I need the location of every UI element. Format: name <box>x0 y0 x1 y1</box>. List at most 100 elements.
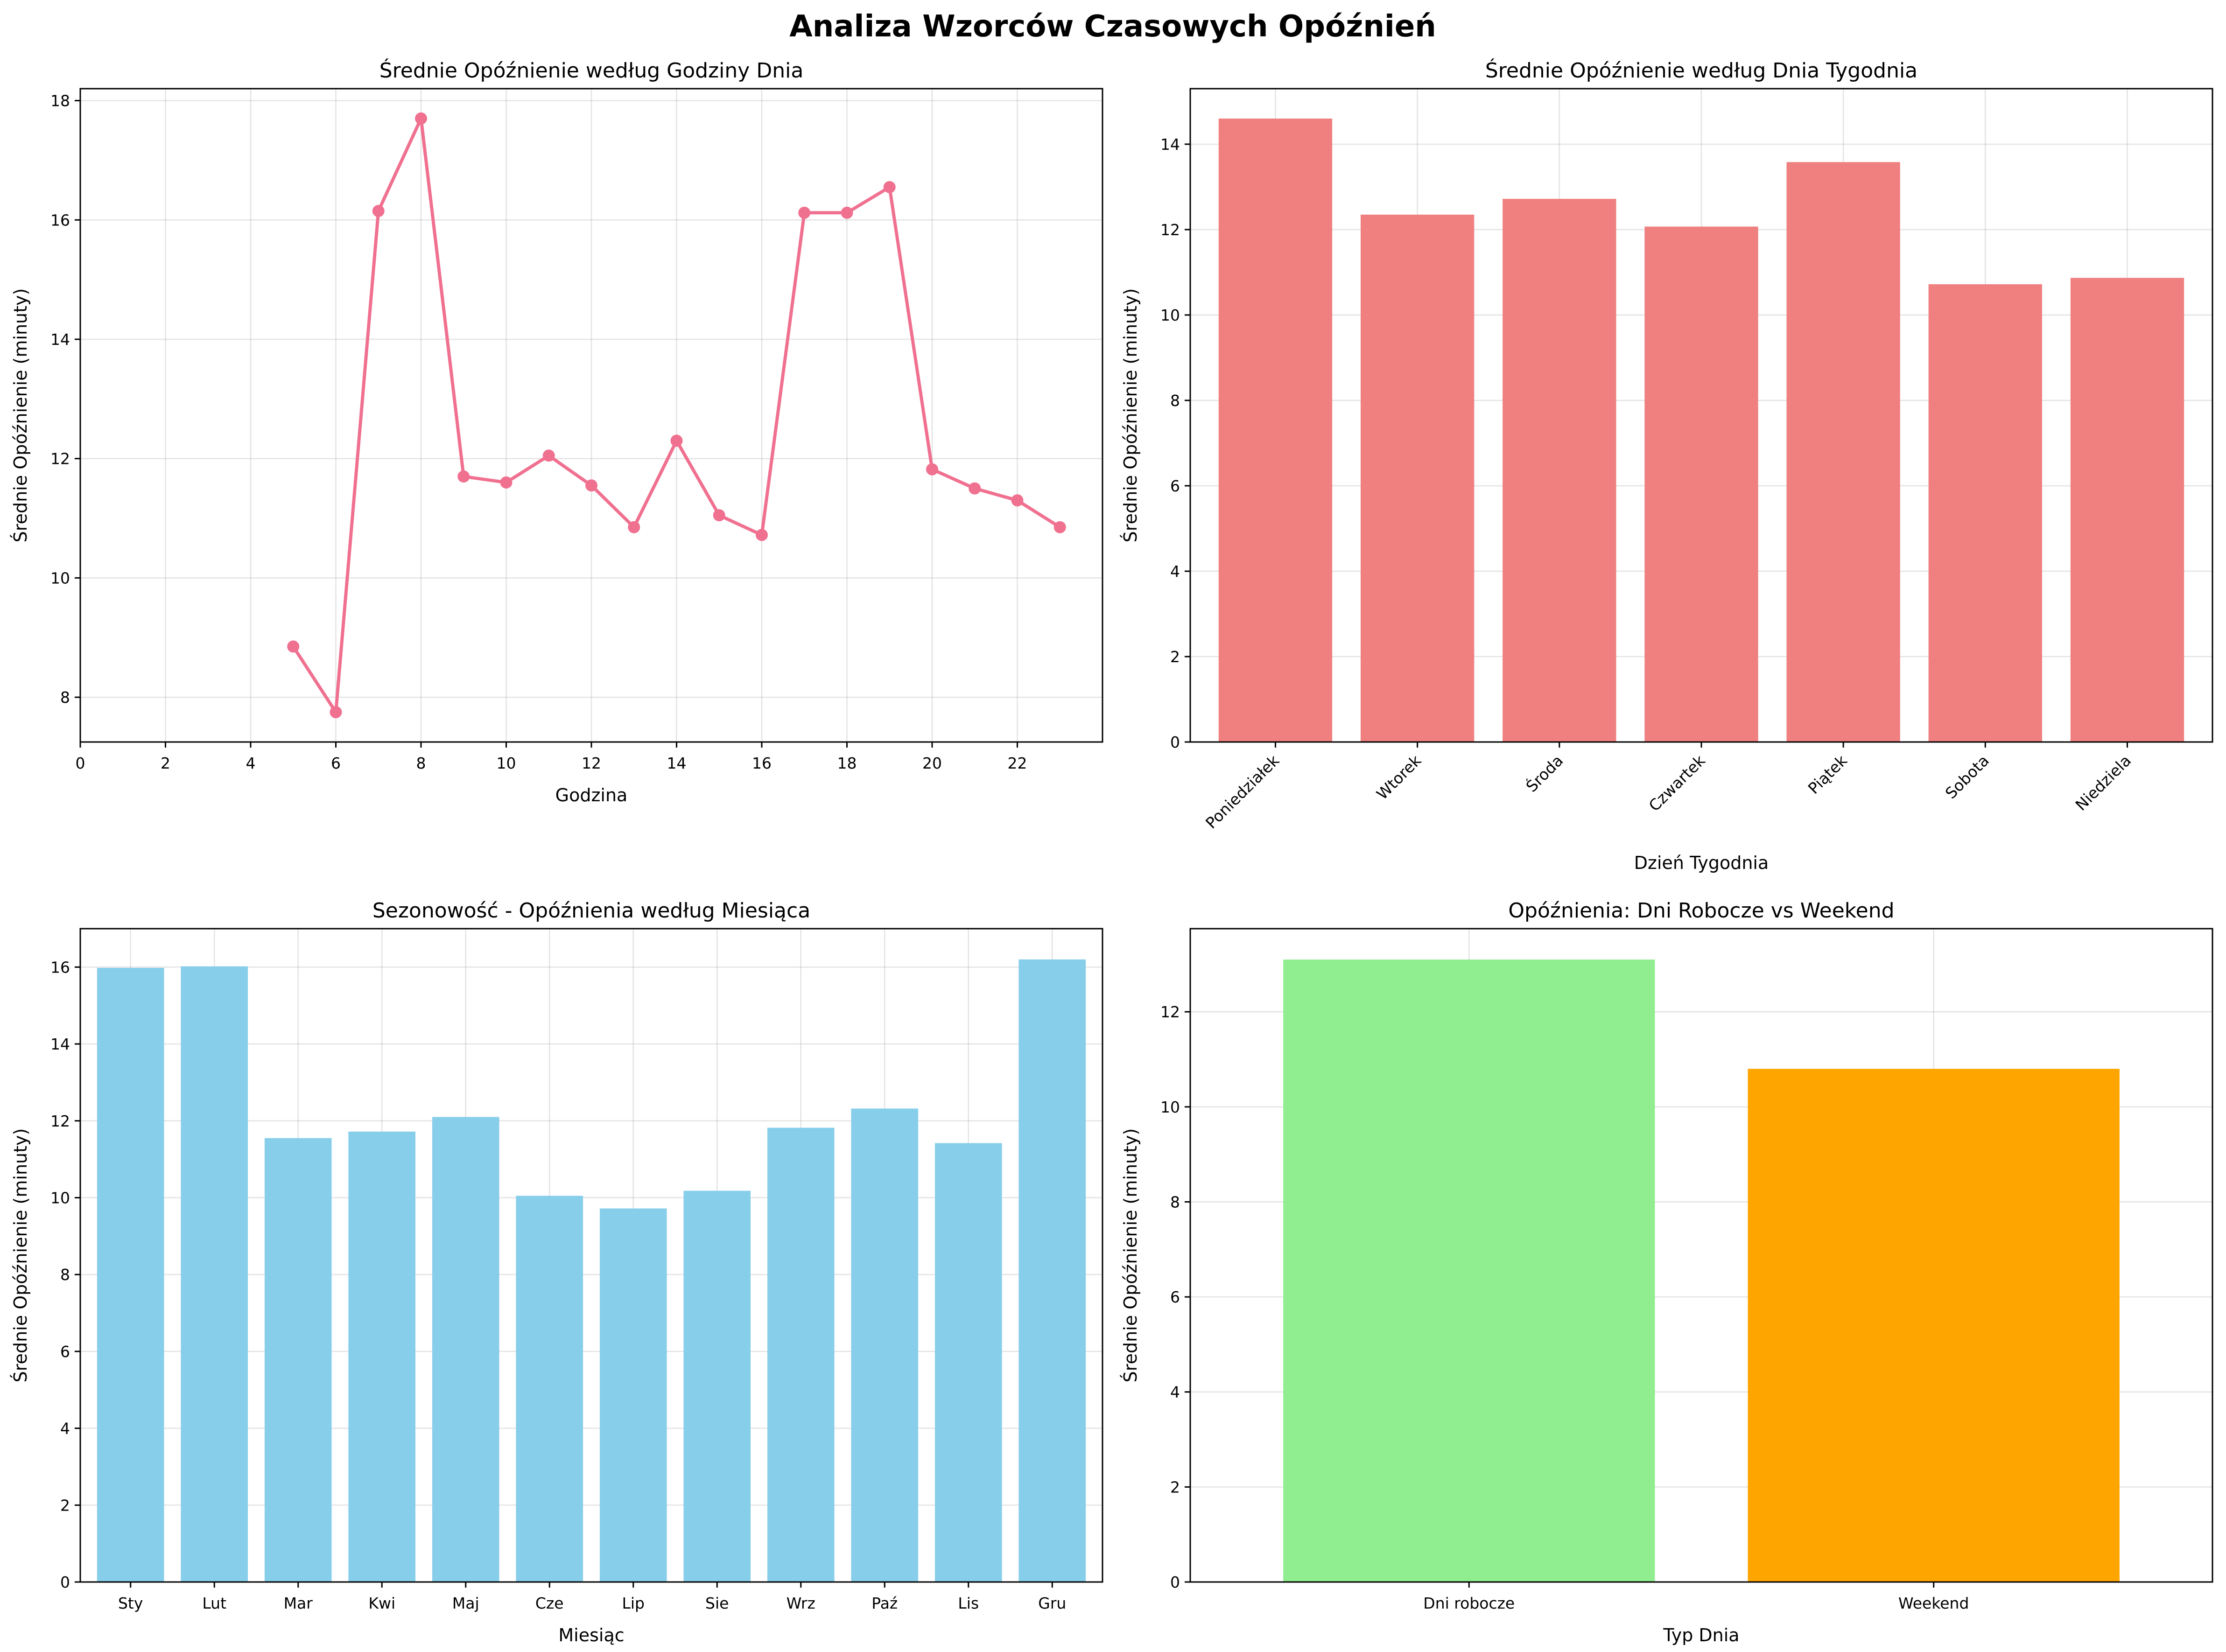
chart-monthly-delay: Sezonowość - Opóźnienia według Miesiąca … <box>10 899 1103 1645</box>
bar <box>767 1127 835 1582</box>
data-point <box>841 206 853 219</box>
data-point <box>457 470 470 483</box>
x-axis-label: Godzina <box>555 785 628 805</box>
y-tick-label: 18 <box>50 92 70 110</box>
y-tick-label: 4 <box>1170 1383 1180 1401</box>
y-tick-label: 0 <box>60 1573 70 1591</box>
data-point <box>926 463 938 476</box>
bar <box>97 968 164 1582</box>
x-axis-label: Typ Dnia <box>1663 1625 1739 1645</box>
data-point <box>330 706 342 719</box>
data-point <box>542 449 555 462</box>
y-tick-label: 12 <box>50 1112 70 1130</box>
y-tick-label: 12 <box>1160 221 1180 239</box>
chart-hourly-delay: Średnie Opóźnienie według Godziny Dnia G… <box>10 58 1103 805</box>
x-tick-label: Piątek <box>1805 751 1851 798</box>
x-tick-label: Weekend <box>1898 1594 1969 1612</box>
y-tick-label: 10 <box>50 1189 70 1207</box>
x-tick-label: Środa <box>1522 751 1567 796</box>
y-tick-label: 8 <box>60 688 70 707</box>
y-tick-label: 8 <box>1170 392 1180 410</box>
x-tick-label: 4 <box>246 754 256 772</box>
y-tick-label: 4 <box>1170 562 1180 581</box>
x-tick-label: Sobota <box>1942 751 1993 802</box>
x-tick-label: Dni robocze <box>1423 1594 1515 1612</box>
bar <box>2070 278 2184 742</box>
bar <box>1018 959 1086 1582</box>
x-tick-label: Paź <box>871 1594 898 1612</box>
data-point <box>756 529 768 541</box>
plot-frame <box>79 928 1103 1583</box>
y-tick-label: 6 <box>1170 477 1180 495</box>
bar <box>1361 214 1475 742</box>
data-point <box>713 509 725 522</box>
chart-weekday-delay: Średnie Opóźnienie według Dnia Tygodnia … <box>1120 58 2213 873</box>
y-tick-label: 12 <box>1160 1003 1180 1021</box>
axis-ticks: 8 10 12 14 16 18 0 2 4 6 8 10 12 14 16 18 20 22 <box>50 92 1027 772</box>
data-marks <box>1218 119 2184 742</box>
y-tick-label: 2 <box>1170 1478 1180 1496</box>
bar <box>1748 1069 2120 1582</box>
data-point <box>500 476 513 489</box>
bar <box>264 1138 332 1582</box>
x-tick-label: 14 <box>667 754 687 772</box>
data-point <box>1011 494 1024 507</box>
y-tick-label: 0 <box>1170 1573 1180 1591</box>
bar <box>1283 959 1655 1582</box>
bar <box>934 1143 1002 1582</box>
chart-daytype-delay: Opóźnienia: Dni Robocze vs Weekend Typ D… <box>1120 899 2213 1645</box>
y-tick-label: 14 <box>50 1035 70 1053</box>
x-tick-label: Kwi <box>368 1594 395 1612</box>
y-tick-label: 10 <box>1160 1098 1180 1116</box>
bar <box>599 1208 667 1582</box>
y-tick-label: 2 <box>60 1496 70 1514</box>
x-tick-label: 22 <box>1008 754 1027 772</box>
bar <box>1786 162 1900 742</box>
bar <box>851 1108 919 1582</box>
gridlines <box>79 89 1102 742</box>
bar <box>1928 284 2042 742</box>
chart-title: Opóźnienia: Dni Robocze vs Weekend <box>1508 899 1894 923</box>
data-point <box>798 206 811 219</box>
data-point <box>883 181 896 193</box>
y-tick-label: 10 <box>1160 306 1180 324</box>
y-tick-label: 8 <box>60 1266 70 1284</box>
x-tick-label: Cze <box>535 1594 564 1612</box>
x-tick-label: Lip <box>622 1594 645 1612</box>
data-point <box>415 112 427 125</box>
x-tick-label: Wtorek <box>1373 751 1425 803</box>
y-tick-label: 14 <box>50 330 70 349</box>
bar <box>1218 119 1333 742</box>
chart-title: Sezonowość - Opóźnienia według Miesiąca <box>372 899 810 923</box>
x-tick-label: 2 <box>161 754 170 772</box>
y-axis-label: Średnie Opóźnienie (minuty) <box>10 288 31 543</box>
x-tick-label: 10 <box>497 754 516 772</box>
bar <box>1503 199 1616 742</box>
x-tick-label: Lut <box>202 1594 226 1612</box>
x-tick-label: 16 <box>752 754 772 772</box>
x-tick-label: 6 <box>331 754 341 772</box>
x-axis-label: Miesiąc <box>558 1625 624 1645</box>
x-tick-label: Poniedziałek <box>1202 751 1283 832</box>
x-tick-label: Niedziela <box>2072 751 2135 814</box>
chart-title: Średnie Opóźnienie według Godziny Dnia <box>379 58 804 83</box>
data-marks <box>97 959 1086 1582</box>
bar <box>181 966 248 1582</box>
y-tick-label: 10 <box>50 569 70 587</box>
figure-title: Analiza Wzorców Czasowych Opóźnień <box>789 9 1436 44</box>
x-tick-label: Maj <box>452 1594 479 1612</box>
y-tick-label: 14 <box>1160 135 1180 154</box>
axis-ticks: 0 2 4 6 8 10 12 Dni robocze Weekend <box>1160 1003 1969 1612</box>
x-tick-label: 12 <box>582 754 601 772</box>
y-tick-label: 2 <box>1170 648 1180 666</box>
y-tick-label: 0 <box>1170 733 1180 751</box>
y-tick-label: 16 <box>50 211 70 229</box>
y-axis-label: Średnie Opóźnienie (minuty) <box>1120 1128 1141 1383</box>
y-tick-label: 4 <box>60 1420 70 1438</box>
x-tick-label: 20 <box>922 754 942 772</box>
data-point <box>372 205 385 217</box>
x-tick-label: Sty <box>118 1594 143 1612</box>
y-tick-label: 12 <box>50 450 70 468</box>
x-tick-label: Lis <box>958 1594 979 1612</box>
